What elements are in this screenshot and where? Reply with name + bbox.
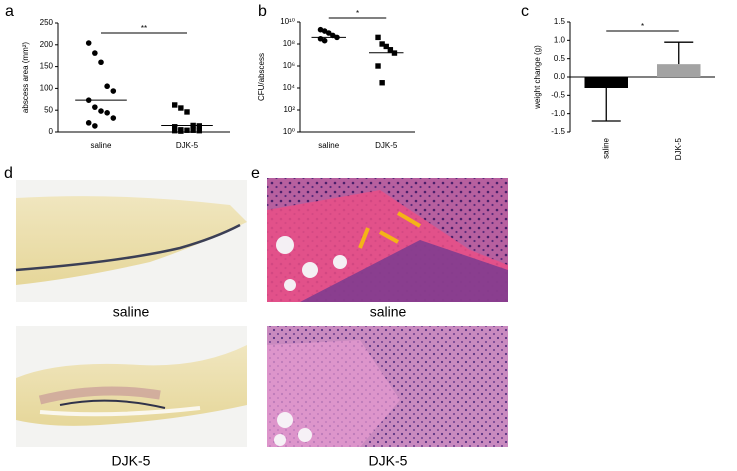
panel-label: b — [258, 3, 267, 20]
y-tick-label: 1.5 — [554, 17, 566, 26]
significance-label: * — [641, 22, 644, 31]
image-caption: DJK-5 — [112, 453, 151, 469]
point — [178, 128, 184, 134]
point — [110, 88, 117, 94]
significance-label: * — [356, 9, 359, 18]
point — [104, 83, 110, 90]
bar — [657, 64, 701, 77]
x-tick-label: DJK-5 — [674, 137, 683, 160]
point — [104, 110, 110, 116]
y-tick-label: -1.0 — [551, 109, 565, 118]
point — [387, 47, 394, 53]
point — [196, 127, 202, 134]
point — [92, 123, 98, 129]
y-tick-label: 0.0 — [554, 72, 566, 81]
point — [379, 80, 385, 86]
point — [321, 37, 328, 44]
point — [172, 124, 178, 130]
image-caption: DJK-5 — [369, 453, 408, 469]
x-tick-label: saline — [601, 137, 610, 158]
y-tick-label: 10² — [283, 105, 295, 114]
point — [85, 120, 92, 126]
y-axis-label: weight change (g) — [533, 45, 542, 110]
bar — [584, 77, 628, 88]
point — [184, 127, 190, 133]
point — [178, 105, 184, 111]
y-tick-label: 50 — [44, 105, 53, 114]
x-tick-label: saline — [318, 141, 339, 150]
y-tick-label: 0.5 — [554, 54, 566, 63]
y-tick-label: 10⁰ — [283, 127, 295, 136]
point — [375, 63, 381, 69]
point — [379, 41, 385, 47]
x-tick-label: DJK-5 — [176, 141, 199, 150]
image-e-saline — [267, 178, 508, 302]
point — [190, 127, 196, 133]
y-tick-label: 0 — [49, 127, 54, 136]
point — [172, 127, 178, 134]
y-tick-label: 150 — [40, 62, 54, 71]
point — [375, 34, 381, 41]
y-tick-label: 10¹⁰ — [280, 17, 295, 26]
y-axis-label: CFU/abscess — [257, 53, 266, 101]
x-tick-label: DJK-5 — [375, 141, 398, 150]
y-tick-label: 10⁶ — [283, 61, 295, 70]
image-caption: saline — [113, 304, 150, 320]
y-tick-label: 1.0 — [554, 35, 566, 44]
point — [383, 43, 389, 50]
y-tick-label: 10⁸ — [283, 39, 295, 48]
point — [325, 30, 332, 36]
image-d-djk5 — [16, 326, 247, 447]
panel-label: d — [4, 165, 13, 182]
significance-label: ** — [141, 24, 147, 33]
y-tick-label: -0.5 — [551, 90, 565, 99]
y-tick-label: 100 — [40, 84, 54, 93]
image-d-saline — [15, 180, 247, 302]
panel-label: a — [5, 3, 14, 20]
point — [92, 104, 98, 110]
y-axis-label: abscess area (mm²) — [21, 42, 30, 113]
point — [184, 109, 190, 115]
point — [98, 108, 104, 114]
panel-label: e — [251, 165, 260, 182]
point — [172, 102, 178, 108]
image-e-djk5 — [267, 326, 508, 447]
panel-label: c — [521, 3, 529, 20]
y-tick-label: -1.5 — [551, 127, 565, 136]
point — [85, 40, 92, 46]
image-caption: saline — [370, 304, 407, 320]
y-tick-label: 10⁴ — [283, 83, 296, 92]
point — [110, 115, 117, 121]
y-tick-label: 200 — [40, 40, 54, 49]
y-tick-label: 250 — [40, 18, 54, 27]
x-tick-label: saline — [91, 141, 112, 150]
point — [98, 59, 104, 66]
point — [92, 50, 98, 56]
